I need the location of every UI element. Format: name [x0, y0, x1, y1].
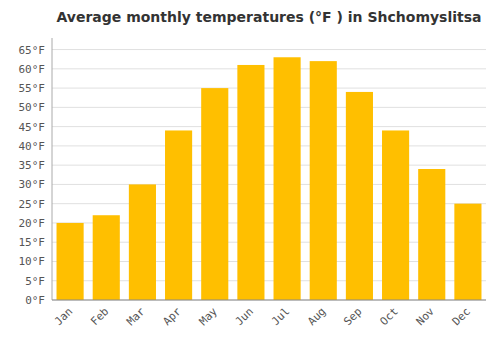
bar: [382, 130, 409, 300]
y-tick-label: 10°F: [19, 255, 46, 268]
bar: [418, 169, 445, 300]
bar: [129, 184, 156, 300]
bar: [310, 61, 337, 300]
y-tick-label: 30°F: [19, 178, 46, 191]
grid-line: [52, 49, 486, 50]
y-axis-line: [52, 38, 53, 300]
grid-line: [52, 68, 486, 69]
grid-line: [52, 145, 486, 146]
bar: [165, 130, 192, 300]
chart-container: Average monthly temperatures (°F ) in Sh…: [0, 0, 500, 350]
bar: [201, 88, 228, 300]
page: {"chart_data": {"type": "bar", "title": …: [0, 0, 500, 350]
title: Average monthly temperatures (°F ) in Sh…: [56, 9, 481, 25]
bar: [57, 223, 84, 300]
x-tick-label: Aug: [305, 305, 328, 328]
x-axis: Jan Feb Mar Apr May Jun Jul Aug Sep Oct Nov Dec: [52, 300, 486, 328]
y-tick-label: 15°F: [19, 236, 46, 249]
x-tick-label: May: [197, 305, 221, 329]
y-tick-label: 0°F: [25, 294, 45, 307]
x-tick-label: Jan: [52, 305, 75, 328]
y-tick-label: 25°F: [19, 198, 46, 211]
x-tick-label: Oct: [377, 305, 400, 328]
grid-line: [52, 126, 486, 127]
y-tick-label: 55°F: [19, 82, 46, 95]
x-tick-label: Sep: [341, 305, 364, 328]
y-tick-label: 45°F: [19, 121, 46, 134]
bar: [346, 92, 373, 300]
bar: [454, 204, 481, 300]
grid-line: [52, 107, 486, 108]
x-axis-line: [52, 300, 486, 301]
bars: [57, 57, 482, 300]
grid-line: [52, 165, 486, 166]
y-tick-label: 20°F: [19, 217, 46, 230]
x-tick-label: Dec: [450, 305, 473, 328]
grid-line: [52, 300, 486, 301]
x-tick-label: Jun: [233, 305, 256, 328]
y-tick-label: 65°F: [19, 44, 46, 57]
y-tick-label: 60°F: [19, 63, 46, 76]
bar: [93, 215, 120, 300]
x-tick-label: Jul: [269, 305, 292, 328]
x-tick-label: Apr: [160, 305, 184, 329]
y-tick-label: 5°F: [25, 275, 45, 288]
y-axis: 0°F 5°F 10°F 15°F 20°F 25°F 30°F 35°F 40°F 45°F 50…: [19, 38, 487, 307]
x-tick-label: Mar: [124, 305, 148, 329]
y-tick-label: 35°F: [19, 159, 46, 172]
bar: [237, 65, 264, 300]
y-tick-label: 50°F: [19, 101, 46, 114]
x-tick-label: Nov: [414, 305, 438, 329]
x-tick-label: Feb: [88, 305, 111, 328]
bar: [274, 57, 301, 300]
chart: Average monthly temperatures (°F ) in Sh…: [0, 0, 500, 350]
y-tick-label: 40°F: [19, 140, 46, 153]
grid-line: [52, 88, 486, 89]
